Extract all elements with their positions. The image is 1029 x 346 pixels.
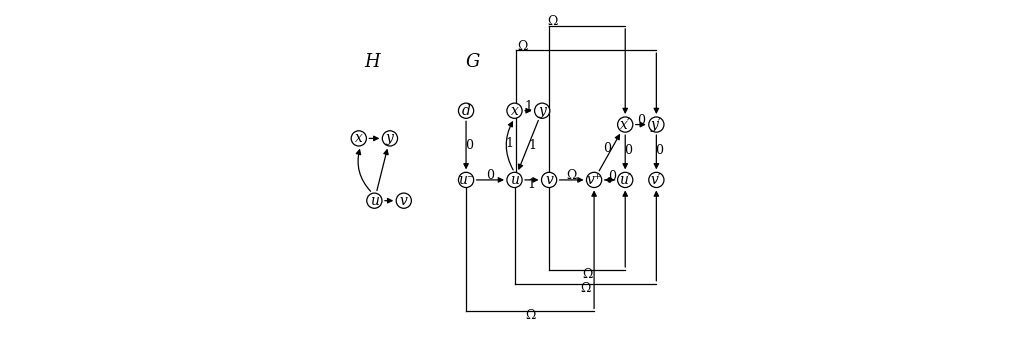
Text: Ω: Ω xyxy=(580,282,591,295)
Circle shape xyxy=(541,172,557,188)
Text: 1: 1 xyxy=(528,178,536,191)
Text: 1: 1 xyxy=(529,139,536,152)
Text: 0: 0 xyxy=(637,114,645,127)
Circle shape xyxy=(459,103,473,118)
Text: x′: x′ xyxy=(619,118,631,131)
Text: 0: 0 xyxy=(487,169,494,182)
Text: x: x xyxy=(510,104,519,118)
Text: d: d xyxy=(462,104,470,118)
Text: 1: 1 xyxy=(505,137,513,150)
Text: Ω: Ω xyxy=(566,169,577,182)
Text: u: u xyxy=(370,194,379,208)
Circle shape xyxy=(617,117,633,132)
Text: y: y xyxy=(538,104,546,118)
Text: Ω: Ω xyxy=(582,268,593,281)
Circle shape xyxy=(383,131,397,146)
Circle shape xyxy=(648,172,664,188)
Circle shape xyxy=(351,131,366,146)
Circle shape xyxy=(459,172,473,188)
Text: u⁻: u⁻ xyxy=(458,173,474,187)
Text: 0: 0 xyxy=(655,144,663,157)
Text: u′: u′ xyxy=(619,173,631,187)
Text: Ω: Ω xyxy=(547,15,558,28)
Circle shape xyxy=(587,172,602,188)
Text: H: H xyxy=(364,53,381,71)
Circle shape xyxy=(648,117,664,132)
Text: 0: 0 xyxy=(465,139,473,152)
Circle shape xyxy=(507,172,522,188)
Text: 0: 0 xyxy=(608,170,616,183)
Text: v: v xyxy=(545,173,553,187)
Text: Ω: Ω xyxy=(518,39,528,53)
Text: 1: 1 xyxy=(525,100,532,113)
Circle shape xyxy=(535,103,549,118)
Circle shape xyxy=(507,103,522,118)
Text: u: u xyxy=(510,173,519,187)
Circle shape xyxy=(617,172,633,188)
Text: 0: 0 xyxy=(603,142,611,155)
Text: x: x xyxy=(355,131,363,145)
Circle shape xyxy=(396,193,412,208)
Text: 0: 0 xyxy=(624,144,632,157)
Circle shape xyxy=(366,193,382,208)
Text: y: y xyxy=(386,131,394,145)
Text: v⁺: v⁺ xyxy=(587,173,602,187)
Text: Ω: Ω xyxy=(525,309,535,322)
Text: G: G xyxy=(466,53,481,71)
Text: v: v xyxy=(400,194,407,208)
Text: y′: y′ xyxy=(651,118,662,131)
Text: v′: v′ xyxy=(651,173,662,187)
